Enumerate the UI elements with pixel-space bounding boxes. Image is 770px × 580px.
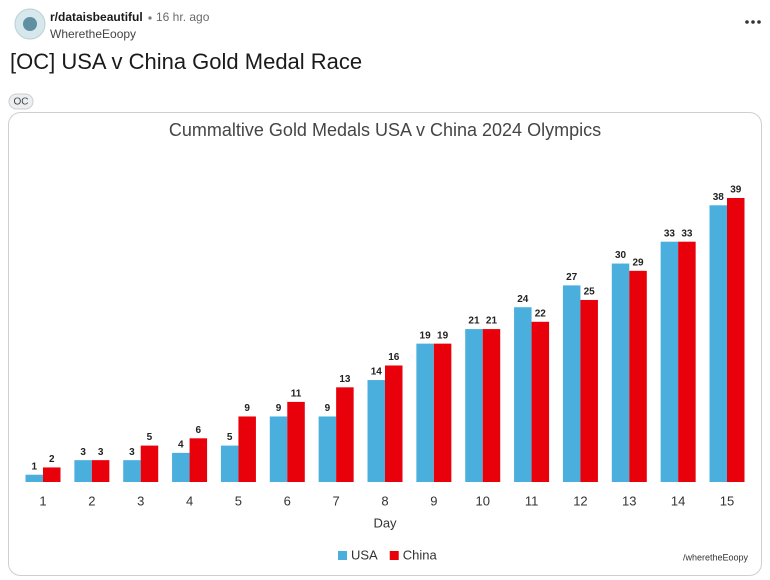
x-tick-label: 10: [475, 493, 489, 508]
bar: [727, 198, 745, 482]
x-tick-label: 14: [671, 493, 685, 508]
bar: [514, 307, 532, 482]
data-label: 30: [615, 250, 627, 261]
bar: [531, 321, 550, 482]
data-label: 13: [339, 374, 351, 385]
author[interactable]: WheretheEoopy: [50, 27, 136, 41]
source: /wheretheEoopy: [683, 552, 749, 562]
bar: [611, 263, 630, 482]
bar: [562, 285, 581, 482]
post-title[interactable]: [OC] USA v China Gold Medal Race: [10, 49, 362, 74]
legend-swatch: [389, 551, 399, 560]
flair-pill[interactable]: [8, 93, 34, 110]
post-time: 16 hr. ago: [156, 10, 210, 24]
bar: [74, 460, 92, 482]
bar: [238, 416, 256, 482]
data-label: 16: [388, 352, 400, 363]
data-label: 19: [420, 330, 432, 341]
data-label: 21: [486, 316, 498, 327]
data-label: 22: [535, 308, 547, 319]
data-label: 9: [325, 403, 331, 414]
menu-dot: [757, 20, 761, 24]
data-label: 9: [276, 403, 282, 414]
data-label: 11: [291, 389, 302, 400]
bar: [709, 205, 727, 483]
bar: [482, 329, 501, 482]
bar: [318, 416, 337, 482]
data-label: 39: [730, 185, 742, 196]
bar: [678, 241, 696, 482]
bar: [660, 241, 679, 482]
data-label: 19: [437, 330, 449, 341]
data-label: 27: [566, 272, 578, 283]
bar: [629, 270, 647, 482]
data-label: 33: [664, 228, 676, 239]
flair: OC: [14, 97, 29, 108]
data-label: 14: [371, 367, 383, 378]
more-menu[interactable]: [745, 20, 761, 24]
x-axis-label: Day: [373, 515, 397, 530]
data-label: 4: [178, 440, 184, 451]
data-label: 29: [632, 257, 644, 268]
data-label: 1: [31, 461, 37, 472]
legend-label: USA: [351, 547, 378, 562]
data-label: 5: [147, 432, 153, 443]
bar: [43, 467, 61, 482]
bar: [287, 401, 305, 482]
data-label: 21: [468, 316, 480, 327]
x-tick-label: 11: [525, 493, 539, 508]
separator-dot: [148, 16, 152, 20]
x-tick-label: 4: [186, 493, 193, 508]
x-tick-label: 3: [137, 493, 144, 508]
bar: [385, 365, 403, 482]
bar: [172, 452, 190, 482]
x-tick-label: 5: [235, 493, 242, 508]
menu-dot: [745, 20, 749, 24]
bar: [465, 329, 483, 482]
data-label: 9: [244, 403, 250, 414]
data-label: 3: [129, 447, 135, 458]
x-tick-label: 9: [430, 493, 437, 508]
bar: [580, 299, 598, 482]
menu-dot: [751, 20, 755, 24]
legend-label: China: [403, 547, 438, 562]
data-label: 38: [713, 192, 725, 203]
data-label: 3: [80, 447, 86, 458]
x-tick-label: 13: [622, 493, 636, 508]
bar: [336, 387, 354, 482]
bar: [91, 460, 110, 482]
data-label: 33: [681, 228, 693, 239]
x-tick-label: 8: [381, 493, 388, 508]
x-tick-label: 12: [573, 493, 587, 508]
bar: [220, 445, 239, 482]
data-label: 3: [98, 447, 104, 458]
bar: [123, 460, 141, 482]
bar: [189, 438, 208, 482]
subreddit[interactable]: r/dataisbeautiful: [50, 10, 143, 24]
bar: [367, 380, 385, 482]
data-label: 2: [49, 454, 55, 465]
bar: [140, 445, 159, 482]
x-tick-label: 2: [88, 493, 95, 508]
x-tick-label: 1: [39, 493, 46, 508]
chart-title: Cummaltive Gold Medals USA v China 2024 …: [169, 120, 601, 140]
data-label: 6: [196, 425, 202, 436]
legend-swatch: [338, 551, 347, 560]
bar: [416, 343, 434, 482]
x-tick-label: 6: [284, 493, 291, 508]
avatar-glyph: [23, 17, 37, 31]
data-label: 25: [584, 287, 596, 298]
bar: [25, 474, 43, 482]
data-label: 5: [227, 432, 233, 443]
bar: [433, 343, 452, 482]
data-label: 24: [517, 294, 529, 305]
x-tick-label: 7: [333, 493, 340, 508]
x-tick-label: 15: [720, 493, 734, 508]
bar: [269, 416, 288, 482]
